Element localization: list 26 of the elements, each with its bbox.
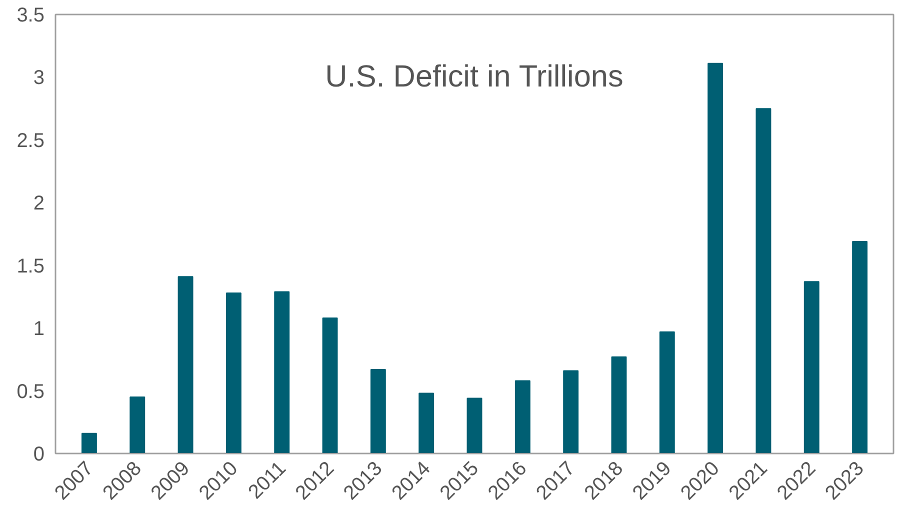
- y-tick-label: 2.5: [16, 130, 45, 152]
- bar: [466, 398, 482, 454]
- y-tick-label: 2: [33, 192, 44, 215]
- y-tick-label: 1.5: [16, 255, 45, 278]
- text: U.S. Deficit in Trillions: [325, 60, 624, 94]
- bar: [804, 281, 820, 454]
- bar: [81, 432, 97, 454]
- bar: [659, 331, 675, 454]
- y-tick-label: 0: [33, 444, 44, 466]
- y-tick-label: 0.5: [16, 380, 45, 403]
- y-tick-label: 3: [33, 67, 44, 90]
- bar: [708, 62, 724, 454]
- bar: [322, 318, 338, 454]
- bar: [130, 396, 146, 454]
- y-tick-label: 3.5: [16, 4, 45, 26]
- bar: [370, 368, 386, 454]
- bar: [418, 392, 434, 454]
- y-tick-label: 1: [33, 318, 44, 340]
- bar: [756, 108, 772, 454]
- bar: [274, 291, 290, 454]
- bar: [852, 241, 868, 454]
- bar: [563, 370, 579, 454]
- bar: [514, 380, 530, 454]
- bar: [178, 276, 194, 454]
- bar: [611, 356, 627, 454]
- bar: [226, 292, 242, 454]
